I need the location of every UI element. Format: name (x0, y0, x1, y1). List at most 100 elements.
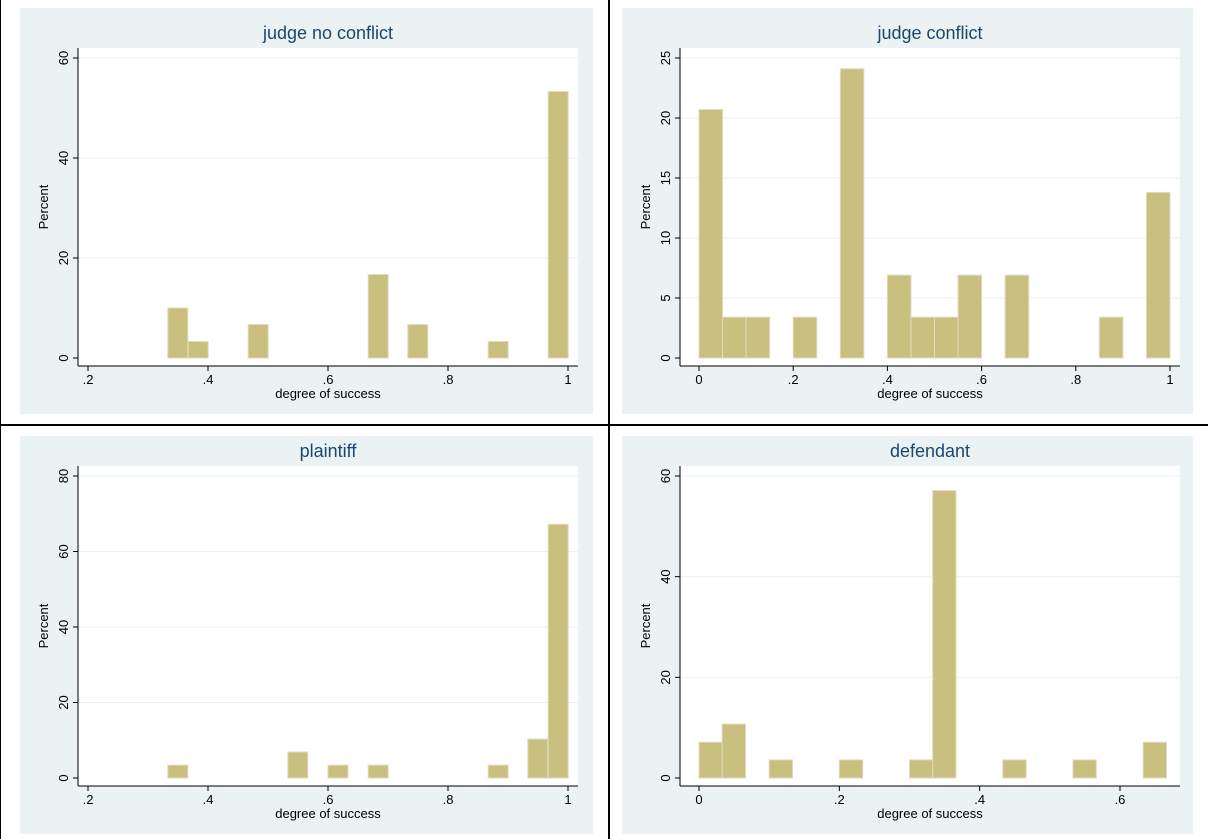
y-tick-label: 0 (658, 774, 673, 781)
x-tick-label: .6 (1115, 792, 1126, 807)
chart-svg: 0 5 10 15 20 25 0 .2 .4 .6 .8 1 judge conflict degree… (638, 23, 1180, 401)
histogram-bar (487, 341, 509, 359)
x-tick-label: .4 (974, 792, 985, 807)
x-tick-label: .2 (834, 792, 845, 807)
y-tick-label: 60 (56, 51, 71, 65)
x-tick-label: 1 (564, 372, 571, 387)
x-tick-label: .6 (323, 792, 334, 807)
chart-title: judge no conflict (262, 23, 393, 43)
y-tick-label: 10 (658, 231, 673, 245)
histogram-bar (1098, 316, 1124, 359)
histogram-bar (1004, 274, 1030, 359)
histogram-bar (1002, 759, 1027, 779)
chart-panel-defendant: 0 20 40 60 0 .2 .4 .6 defendant degree of success… (622, 436, 1193, 834)
y-axis-label: Percent (638, 603, 653, 648)
chart-panel-plaintiff: 0 20 40 60 80 .2 .4 .6 .8 1 plaintiff degree of suc… (20, 436, 593, 834)
chart-panel-judge-conflict: 0 5 10 15 20 25 0 .2 .4 .6 .8 1 judge conflict degree… (622, 8, 1193, 414)
chart-title: plaintiff (300, 441, 358, 461)
histogram-bar (1072, 759, 1097, 779)
histogram-bar (932, 490, 957, 779)
y-axis-label: Percent (638, 184, 653, 229)
x-axis-label: degree of success (877, 806, 983, 821)
y-tick-label: 80 (56, 469, 71, 483)
y-tick-label: 15 (658, 171, 673, 185)
histogram-bar (547, 523, 569, 779)
y-tick-label: 60 (56, 544, 71, 558)
histogram-bar (527, 738, 549, 779)
plot-area (680, 466, 1180, 786)
histogram-bar (547, 91, 569, 359)
histogram-bar (934, 316, 959, 359)
left-border (0, 0, 1, 839)
histogram-bar (247, 324, 269, 359)
chart-svg: 0 20 40 60 80 .2 .4 .6 .8 1 plaintiff degree of suc… (36, 441, 578, 821)
x-tick-label: .6 (976, 372, 987, 387)
x-tick-label: .4 (203, 792, 214, 807)
histogram-bar (367, 764, 389, 779)
chart-svg: 0 20 40 60 .2 .4 .6 .8 1 judge no conflict degree … (36, 23, 578, 401)
y-tick-label: 40 (56, 151, 71, 165)
histogram-bar (838, 759, 864, 779)
horizontal-divider (0, 424, 1208, 426)
x-tick-label: .2 (83, 792, 94, 807)
x-axis-label: degree of success (877, 386, 983, 401)
x-tick-label: .6 (323, 372, 334, 387)
histogram-bar (167, 764, 189, 779)
histogram-bar (287, 751, 309, 779)
histogram-bar (910, 316, 936, 359)
histogram-bar (908, 759, 934, 779)
histogram-bar (722, 316, 747, 359)
histogram-bar (768, 759, 794, 779)
x-tick-label: .8 (443, 792, 454, 807)
chart-title: defendant (890, 441, 970, 461)
x-axis-label: degree of success (275, 386, 381, 401)
y-tick-label: 0 (56, 774, 71, 781)
y-tick-label: 60 (658, 469, 673, 483)
histogram-bar (886, 274, 912, 359)
histogram-bar (167, 307, 189, 359)
histogram-bar (1145, 191, 1171, 359)
histogram-bar (367, 274, 389, 359)
histogram-bar (957, 274, 983, 359)
plot-area (78, 48, 578, 366)
y-tick-label: 40 (56, 620, 71, 634)
histogram-bar (792, 316, 818, 359)
x-tick-label: 1 (564, 792, 571, 807)
y-axis-label: Percent (36, 184, 51, 229)
histogram-bar (187, 341, 209, 359)
histogram-bar (1142, 741, 1168, 779)
y-tick-label: 5 (658, 294, 673, 301)
histogram-bar (407, 324, 429, 359)
histogram-bar (721, 723, 747, 779)
histogram-bar (839, 68, 865, 359)
chart-panel-judge-no-conflict: 0 20 40 60 .2 .4 .6 .8 1 judge no conflict degree … (20, 8, 593, 414)
x-tick-label: 0 (695, 372, 702, 387)
x-tick-label: .2 (83, 372, 94, 387)
x-tick-label: .8 (443, 372, 454, 387)
plot-area (680, 48, 1180, 366)
y-tick-label: 20 (56, 695, 71, 709)
y-tick-label: 20 (658, 670, 673, 684)
x-tick-label: .8 (1070, 372, 1081, 387)
y-tick-label: 25 (658, 51, 673, 65)
y-tick-label: 40 (658, 569, 673, 583)
chart-title: judge conflict (876, 23, 982, 43)
x-tick-label: .4 (882, 372, 893, 387)
y-axis-label: Percent (36, 603, 51, 648)
y-tick-label: 0 (56, 354, 71, 361)
y-tick-label: 20 (658, 111, 673, 125)
histogram-bar (327, 764, 349, 779)
vertical-divider (608, 0, 610, 839)
x-tick-label: 1 (1166, 372, 1173, 387)
histogram-bar (698, 109, 724, 359)
x-tick-label: .4 (203, 372, 214, 387)
histogram-bar (487, 764, 509, 779)
x-axis-label: degree of success (275, 806, 381, 821)
plot-area (78, 466, 578, 786)
y-tick-label: 20 (56, 251, 71, 265)
x-tick-label: .2 (788, 372, 799, 387)
histogram-bar (745, 316, 771, 359)
chart-svg: 0 20 40 60 0 .2 .4 .6 defendant degree of success… (638, 441, 1180, 821)
x-tick-label: 0 (695, 792, 702, 807)
histogram-bar (698, 741, 723, 779)
